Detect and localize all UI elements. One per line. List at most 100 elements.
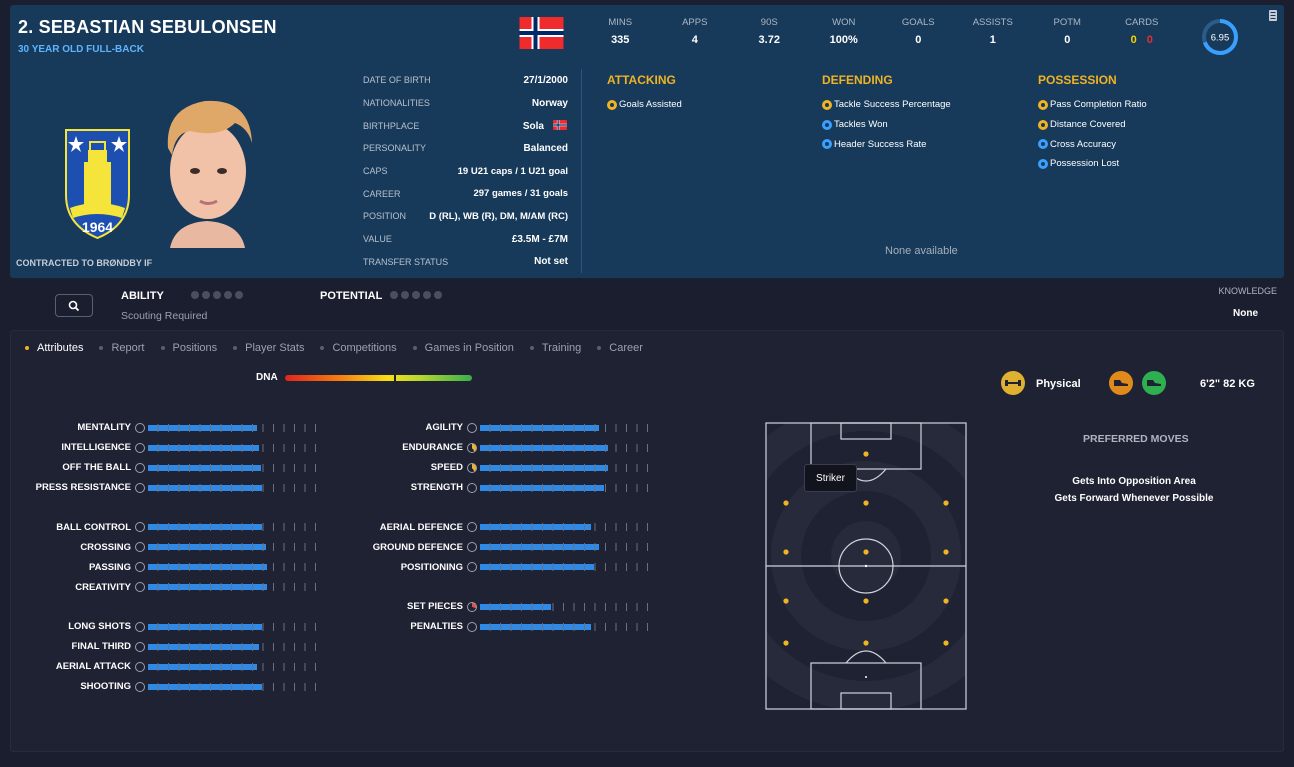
trait-item[interactable]: Tackles Won [822,115,951,135]
club-crest-icon[interactable]: 1964 [60,120,135,240]
attribute-bar-ticks [148,642,316,651]
trait-item[interactable]: Distance Covered [1038,115,1147,135]
attribute-name: AERIAL ATTACK [55,661,131,673]
attribute-row[interactable]: STRENGTH [343,478,648,498]
trait-item[interactable]: Cross Accuracy [1038,134,1147,154]
info-value[interactable]: Norway [531,97,568,109]
dna-label: DNA [256,372,278,383]
tab-attributes[interactable]: Attributes [25,342,83,354]
tab-player-stats[interactable]: Player Stats [233,342,304,354]
trait-item[interactable]: Tackle Success Percentage [822,95,951,115]
menu-icon[interactable] [1269,10,1277,21]
search-button[interactable] [55,294,93,317]
attributes-panel: Attributes Report Positions Player Stats… [10,330,1284,752]
physical-icon-wrap[interactable] [1001,371,1025,395]
dna-marker [394,371,397,385]
star-pip [235,291,243,299]
attribute-row[interactable]: PASSING [11,557,316,577]
player-portrait [167,100,252,248]
position-dots [783,451,949,646]
info-row-dob: DATE OF BIRTH 27/1/2000 [363,69,568,92]
traits-possession: POSSESSION Pass Completion Ratio Distanc… [1038,73,1147,174]
attribute-row[interactable]: AERIAL DEFENCE [343,517,648,537]
attribute-bar-ticks [148,682,316,691]
height-weight: 6'2" 82 KG [1200,378,1255,390]
info-row-birthplace: BIRTHPLACE Sola [363,114,568,137]
attribute-row[interactable]: AGILITY [343,418,648,438]
dna-bar[interactable] [285,375,472,381]
tab-competitions[interactable]: Competitions [320,342,397,354]
tab-label: Games in Position [424,342,514,354]
attribute-row[interactable]: ENDURANCE [343,438,648,458]
attribute-row[interactable]: SPEED [343,458,648,478]
trait-label: Tackle Success Percentage [834,99,951,111]
tab-dot-icon [597,346,602,350]
attribute-row[interactable]: OFF THE BALL [11,458,316,478]
info-row-personality: PERSONALITY Balanced [363,137,568,160]
attribute-name: PRESS RESISTANCE [35,482,131,494]
attribute-gauge-icon [135,582,145,593]
trait-item[interactable]: Pass Completion Ratio [1038,95,1147,115]
attribute-bar-ticks [148,423,316,432]
info-value-wrap: Sola [522,119,568,132]
trait-item[interactable]: Goals Assisted [607,95,682,115]
rating-value: 6.95 [1211,33,1230,44]
attribute-row[interactable]: LONG SHOTS [11,617,316,637]
attribute-row[interactable]: FINAL THIRD [11,637,316,657]
attribute-bar [148,563,316,572]
tab-training[interactable]: Training [529,342,582,354]
attribute-name: OFF THE BALL [62,462,131,474]
attribute-row[interactable]: BALL CONTROL [11,517,316,537]
tab-games-in-position[interactable]: Games in Position [412,342,514,354]
tab-positions[interactable]: Positions [160,342,217,354]
red-cards: 0 [1146,34,1153,46]
attribute-row[interactable]: CREATIVITY [11,577,316,597]
trait-label: Tackles Won [834,119,888,131]
attribute-row[interactable]: GROUND DEFENCE [343,537,648,557]
attribute-row[interactable]: SHOOTING [11,677,316,697]
attributes-right-column: AGILITY ENDURANCE SPEED STRENGTH AERIAL DEFE… [343,418,648,637]
info-label: POSITION [363,211,407,222]
norway-flag-icon [519,17,564,49]
rating-ring[interactable]: 6.95 [1200,17,1240,57]
stat-value: 0 [1064,34,1071,46]
attribute-name: CROSSING [80,541,131,553]
attribute-name: BALL CONTROL [56,521,131,533]
tab-label: Training [541,342,582,354]
attribute-bar-ticks [480,443,648,452]
attribute-bar [148,443,316,452]
attribute-bar [480,543,648,552]
attribute-gauge-icon [467,522,477,533]
position-pitch[interactable] [756,421,976,711]
info-row-nationality: NATIONALITIES Norway [363,92,568,115]
info-label: TRANSFER STATUS [363,256,449,267]
attribute-bar [148,682,316,691]
attribute-name: GROUND DEFENCE [372,541,463,553]
attribute-row[interactable]: CROSSING [11,537,316,557]
attribute-row[interactable]: INTELLIGENCE [11,438,316,458]
trait-item[interactable]: Possession Lost [1038,154,1147,174]
attribute-gauge-icon [135,542,145,553]
attribute-gauge-icon [135,442,145,453]
stat-assists: ASSISTS 1 [956,17,1031,57]
attribute-row[interactable]: PENALTIES [343,617,648,637]
contract-text: CONTRACTED TO BRØNDBY IF [16,258,153,268]
attribute-gauge-icon [467,442,477,453]
attribute-gauge-icon [467,422,477,433]
tab-report[interactable]: Report [99,342,145,354]
gold-dot-icon [1038,119,1048,130]
trait-label: Goals Assisted [619,99,682,111]
stat-goals: GOALS 0 [881,17,956,57]
info-value[interactable]: Sola [522,120,544,132]
attribute-row[interactable]: SET PIECES [343,597,648,617]
stat-label: 90S [760,17,778,28]
tab-career[interactable]: Career [597,342,643,354]
attribute-row[interactable]: MENTALITY [11,418,316,438]
tab-label: Report [111,342,145,354]
trait-item[interactable]: Header Success Rate [822,134,951,154]
attribute-row[interactable]: AERIAL ATTACK [11,657,316,677]
attribute-row[interactable]: POSITIONING [343,557,648,577]
attribute-row[interactable]: PRESS RESISTANCE [11,478,316,498]
blue-dot-icon [1038,139,1048,150]
attribute-name: MENTALITY [77,422,131,434]
